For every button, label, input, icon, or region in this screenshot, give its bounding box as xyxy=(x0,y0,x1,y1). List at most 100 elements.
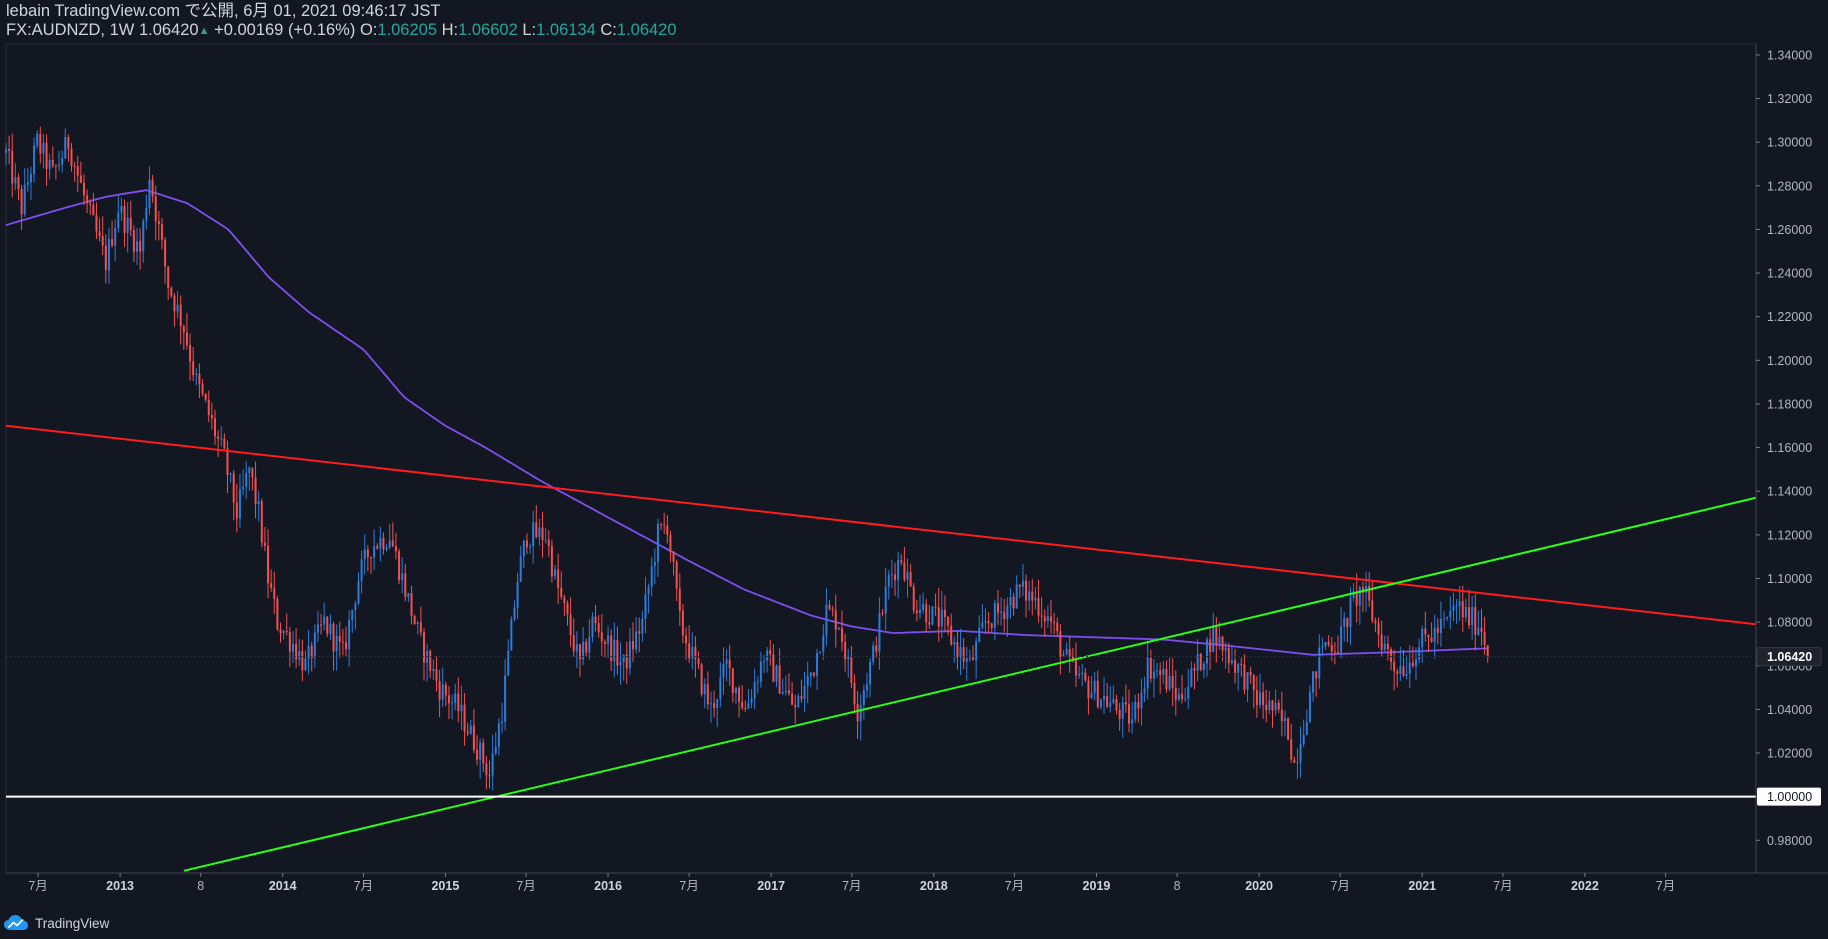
candle-body xyxy=(1021,580,1024,587)
candle-body xyxy=(73,166,76,168)
candle-body xyxy=(457,693,460,712)
candle-body xyxy=(223,438,226,449)
candle-body xyxy=(1196,653,1199,671)
candle-body xyxy=(476,749,479,760)
candle-body xyxy=(304,658,307,671)
candle-body xyxy=(385,547,388,550)
candle-body xyxy=(1346,617,1349,628)
candle-body xyxy=(694,646,697,659)
candle-body xyxy=(1402,666,1405,676)
candle-body xyxy=(1140,692,1143,709)
candle-body xyxy=(335,635,338,652)
candle-body xyxy=(834,610,837,630)
tradingview-logo-icon[interactable] xyxy=(4,915,30,931)
candle-body xyxy=(1084,672,1087,681)
candle-body xyxy=(1302,734,1305,745)
candle-body xyxy=(1333,651,1336,653)
horizontal-line-price-label: 1.00000 xyxy=(1767,790,1812,804)
candle-body xyxy=(756,681,759,683)
candle-body xyxy=(669,534,672,553)
candle-body xyxy=(42,142,45,154)
candle-body xyxy=(341,641,344,643)
candle-body xyxy=(117,212,120,228)
candle-body xyxy=(547,539,550,546)
candle-body xyxy=(388,540,391,548)
candle-body xyxy=(644,594,647,619)
candle-body xyxy=(447,695,450,704)
candle-body xyxy=(267,545,270,584)
candle-body xyxy=(856,704,859,722)
candle-body xyxy=(214,418,217,437)
candle-body xyxy=(1268,700,1271,711)
candle-body xyxy=(918,609,921,614)
last-price-label: 1.06420 xyxy=(1767,650,1812,664)
candle-body xyxy=(310,645,313,659)
time-tick-label: 2022 xyxy=(1571,879,1599,893)
candle-body xyxy=(1043,616,1046,622)
candle-body xyxy=(937,607,940,627)
candle-body xyxy=(1377,623,1380,635)
candle-body xyxy=(1190,668,1193,687)
candle-body xyxy=(232,473,235,503)
price-tick-label: 1.08000 xyxy=(1767,616,1812,630)
candle-body xyxy=(170,288,173,296)
candle-body xyxy=(29,174,32,183)
candle-body xyxy=(182,326,185,333)
candle-body xyxy=(404,573,407,597)
candle-body xyxy=(1087,680,1090,699)
candle-body xyxy=(759,661,762,682)
candle-body xyxy=(154,196,157,222)
price-tick-label: 1.16000 xyxy=(1767,441,1812,455)
price-tick-label: 1.28000 xyxy=(1767,179,1812,193)
candle-body xyxy=(288,631,291,652)
price-tick-label: 1.18000 xyxy=(1767,397,1812,411)
candle-body xyxy=(95,215,98,232)
price-axis[interactable]: 1.34000 1.32000 1.30000 1.28000 1.26000 1.240… xyxy=(1755,44,1822,873)
candle-body xyxy=(1025,580,1028,601)
candle-body xyxy=(1174,688,1177,700)
candle-body xyxy=(1152,671,1155,679)
candle-body xyxy=(1287,718,1290,740)
candle-body xyxy=(816,652,819,676)
candle-body xyxy=(1106,696,1109,707)
candle-body xyxy=(220,438,223,440)
time-tick-label: 2017 xyxy=(757,879,785,893)
time-tick-label: 7月 xyxy=(1493,879,1512,893)
candle-body xyxy=(903,562,906,580)
candle-body xyxy=(1053,621,1056,623)
candle-body xyxy=(298,651,301,660)
price-tick-label: 1.24000 xyxy=(1767,267,1812,281)
candle-body xyxy=(610,635,613,662)
candle-body xyxy=(600,632,603,642)
candle-body xyxy=(207,399,210,416)
price-tick-label: 1.14000 xyxy=(1767,485,1812,499)
candle-body xyxy=(1368,585,1371,601)
candle-body xyxy=(507,650,510,676)
candle-body xyxy=(934,606,937,608)
candle-body xyxy=(167,266,170,289)
candle-body xyxy=(591,616,594,637)
time-axis[interactable]: 7月 2013 8 2014 7月 2015 7月 2016 7月 2017 7月 2018 7月 201… xyxy=(6,872,1828,893)
symbol-label[interactable]: FX:AUDNZD xyxy=(6,21,101,39)
candle-body xyxy=(173,295,176,312)
candle-body xyxy=(1012,596,1015,609)
candle-body xyxy=(538,527,541,537)
candle-body xyxy=(741,701,744,708)
candle-body xyxy=(332,623,335,652)
last-price-label: 1.06420 xyxy=(138,21,199,39)
footer-brand[interactable]: TradingView xyxy=(35,915,110,931)
candle-body xyxy=(772,654,775,682)
candle-body xyxy=(688,643,691,659)
candle-body xyxy=(460,704,463,712)
candle-body xyxy=(1458,601,1461,606)
time-tick-label: 8 xyxy=(1174,879,1181,893)
interval-label[interactable]: 1W xyxy=(109,21,135,39)
candle-body xyxy=(993,603,996,628)
candle-body xyxy=(257,501,260,505)
candle-body xyxy=(500,721,503,724)
candle-body xyxy=(582,641,585,660)
candle-body xyxy=(67,137,70,149)
candle-body xyxy=(1227,647,1230,664)
candle-body xyxy=(1455,605,1458,607)
